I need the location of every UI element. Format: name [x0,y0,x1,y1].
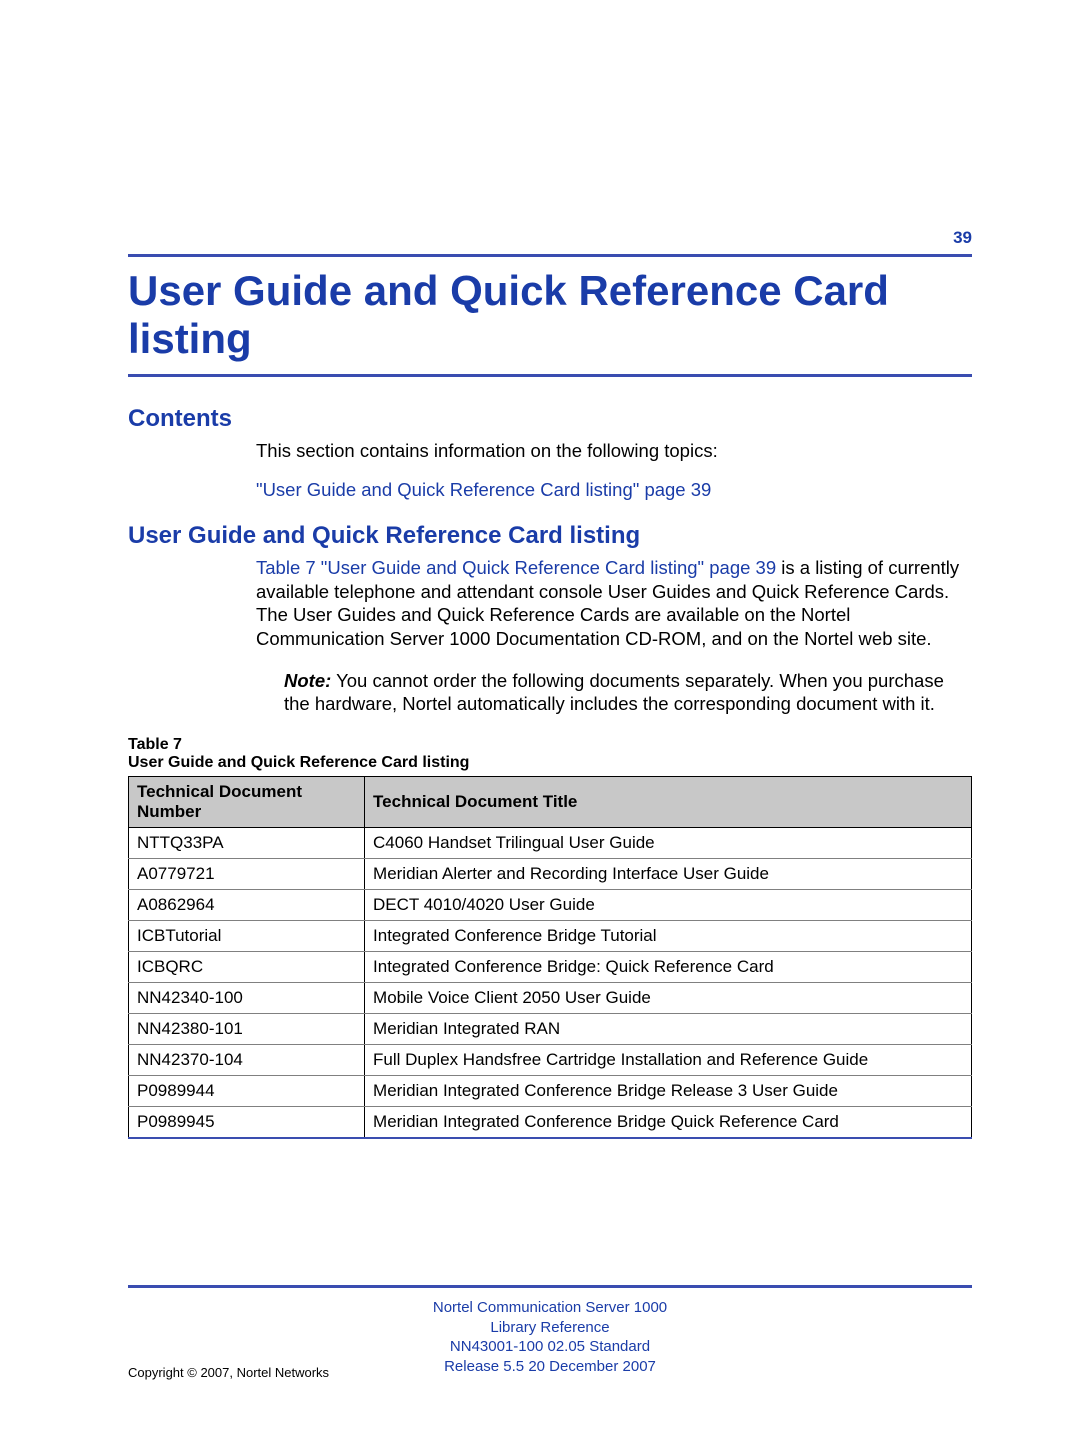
doc-number-cell: ICBQRC [129,951,365,982]
table-header-row: Technical Document Number Technical Docu… [129,776,972,827]
contents-link[interactable]: "User Guide and Quick Reference Card lis… [256,479,711,500]
contents-heading: Contents [128,405,972,433]
contents-intro: This section contains information on the… [256,439,972,463]
doc-title-cell: Meridian Integrated RAN [365,1013,972,1044]
table-header-title: Technical Document Title [365,776,972,827]
page-number: 39 [953,228,972,248]
table-row: A0862964DECT 4010/4020 User Guide [129,889,972,920]
table-row: ICBTutorialIntegrated Conference Bridge … [129,920,972,951]
page-footer: Nortel Communication Server 1000 Library… [128,1285,972,1376]
doc-number-cell: A0862964 [129,889,365,920]
note-text: You cannot order the following documents… [284,670,944,715]
contents-block: This section contains information on the… [256,439,972,502]
doc-number-cell: P0989945 [129,1106,365,1138]
table-row: NN42340-100Mobile Voice Client 2050 User… [129,982,972,1013]
section-body: Table 7 "User Guide and Quick Reference … [256,556,972,716]
table-row: P0989944Meridian Integrated Conference B… [129,1075,972,1106]
top-rule [128,254,972,257]
table-row: A0779721Meridian Alerter and Recording I… [129,858,972,889]
table-label: Table 7 [128,736,972,754]
table-caption: User Guide and Quick Reference Card list… [128,754,972,772]
section-paragraph: Table 7 "User Guide and Quick Reference … [256,556,972,651]
table-row: ICBQRCIntegrated Conference Bridge: Quic… [129,951,972,982]
section-heading: User Guide and Quick Reference Card list… [128,522,972,550]
doc-title-cell: DECT 4010/4020 User Guide [365,889,972,920]
footer-copyright: Copyright © 2007, Nortel Networks [128,1365,329,1380]
doc-title-cell: Meridian Integrated Conference Bridge Qu… [365,1106,972,1138]
footer-line1: Nortel Communication Server 1000 [128,1298,972,1318]
doc-title-cell: Mobile Voice Client 2050 User Guide [365,982,972,1013]
title-underline-rule [128,374,972,377]
table-row: NN42380-101Meridian Integrated RAN [129,1013,972,1044]
footer-rule [128,1285,972,1288]
note-label: Note: [284,670,331,691]
doc-title-cell: Integrated Conference Bridge Tutorial [365,920,972,951]
listing-table: Technical Document Number Technical Docu… [128,776,972,1139]
doc-number-cell: P0989944 [129,1075,365,1106]
doc-number-cell: NN42340-100 [129,982,365,1013]
doc-number-cell: NTTQ33PA [129,827,365,858]
table-reference-link[interactable]: Table 7 "User Guide and Quick Reference … [256,557,776,578]
doc-title-cell: Full Duplex Handsfree Cartridge Installa… [365,1044,972,1075]
document-page: 39 User Guide and Quick Reference Card l… [0,0,1080,1440]
doc-title-cell: C4060 Handset Trilingual User Guide [365,827,972,858]
doc-number-cell: ICBTutorial [129,920,365,951]
table-row: NN42370-104Full Duplex Handsfree Cartrid… [129,1044,972,1075]
footer-line3: NN43001-100 02.05 Standard [128,1337,972,1357]
doc-title-cell: Integrated Conference Bridge: Quick Refe… [365,951,972,982]
doc-number-cell: A0779721 [129,858,365,889]
table-header-number: Technical Document Number [129,776,365,827]
table-row: NTTQ33PAC4060 Handset Trilingual User Gu… [129,827,972,858]
page-title: User Guide and Quick Reference Card list… [128,267,972,364]
note-block: Note: You cannot order the following doc… [284,669,972,716]
footer-line2: Library Reference [128,1318,972,1338]
table-row: P0989945Meridian Integrated Conference B… [129,1106,972,1138]
doc-title-cell: Meridian Integrated Conference Bridge Re… [365,1075,972,1106]
doc-number-cell: NN42380-101 [129,1013,365,1044]
doc-title-cell: Meridian Alerter and Recording Interface… [365,858,972,889]
doc-number-cell: NN42370-104 [129,1044,365,1075]
